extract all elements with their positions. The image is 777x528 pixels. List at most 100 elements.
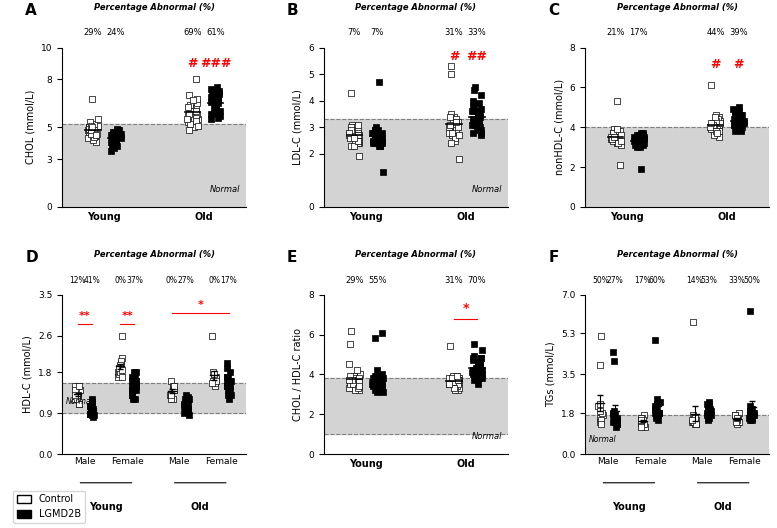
Point (472, 358, 484, 366)
Point (212, 99, 225, 108)
Text: *: * (462, 303, 469, 315)
Point (212, 87, 225, 95)
Point (207, 377, 219, 385)
Point (702, 416, 714, 424)
Point (184, 106, 197, 114)
Text: C: C (549, 3, 559, 18)
Point (368, 128, 380, 137)
Point (211, 95, 224, 103)
Point (191, 110, 204, 119)
Point (608, 407, 620, 415)
Point (611, 420, 624, 429)
Point (467, 366, 479, 374)
Point (594, 361, 606, 370)
Point (351, 374, 364, 383)
Point (126, 386, 138, 394)
Text: Percentage Abnormal (%): Percentage Abnormal (%) (355, 250, 476, 259)
Point (116, 354, 128, 363)
Point (376, 382, 388, 391)
Point (129, 382, 141, 390)
Point (373, 380, 385, 389)
Point (690, 420, 702, 429)
Point (371, 131, 384, 139)
Point (209, 101, 221, 109)
Point (467, 356, 479, 365)
Point (474, 123, 486, 131)
Point (206, 379, 218, 388)
Point (473, 110, 486, 118)
Point (371, 126, 384, 134)
Point (179, 404, 191, 413)
Point (182, 404, 194, 413)
Point (688, 413, 701, 422)
Point (352, 152, 364, 161)
Point (731, 117, 744, 126)
Point (71, 395, 83, 403)
Point (372, 142, 385, 150)
Point (634, 143, 646, 152)
Point (180, 400, 193, 408)
Point (635, 416, 647, 424)
Point (376, 374, 388, 383)
Point (72, 382, 85, 390)
Point (370, 384, 382, 392)
Point (109, 128, 121, 136)
Point (446, 131, 458, 139)
Point (351, 366, 364, 374)
Point (686, 416, 699, 424)
Point (451, 376, 464, 384)
Point (221, 359, 233, 367)
Point (90, 137, 103, 146)
Point (608, 131, 621, 139)
Point (732, 418, 744, 427)
Point (111, 126, 124, 135)
Point (635, 420, 647, 429)
Point (209, 106, 221, 114)
Point (179, 398, 192, 406)
Point (733, 103, 745, 111)
Point (472, 107, 485, 116)
Point (85, 395, 98, 403)
Point (633, 133, 646, 142)
Point (732, 113, 744, 121)
Point (207, 368, 220, 376)
Point (221, 382, 233, 390)
Point (473, 358, 486, 366)
Point (177, 402, 190, 410)
Point (83, 125, 96, 133)
Text: Percentage Abnormal (%): Percentage Abnormal (%) (94, 250, 214, 259)
Point (638, 133, 650, 142)
Point (85, 121, 97, 130)
Point (127, 368, 140, 376)
Point (688, 413, 700, 422)
Point (731, 413, 744, 422)
Point (472, 110, 484, 118)
Point (474, 360, 486, 369)
Text: 0%: 0% (114, 276, 126, 285)
Point (594, 400, 606, 408)
Point (207, 109, 220, 117)
Point (353, 139, 365, 147)
Point (126, 391, 138, 399)
Point (205, 90, 218, 98)
Text: **: ** (121, 311, 133, 321)
Point (731, 413, 744, 422)
Point (345, 142, 357, 150)
Point (447, 378, 459, 386)
Point (708, 127, 720, 136)
Text: Normal: Normal (211, 185, 241, 194)
Point (472, 120, 485, 129)
Point (376, 128, 388, 137)
Point (353, 386, 365, 394)
Point (116, 365, 128, 374)
Point (472, 366, 485, 374)
Point (346, 120, 358, 129)
Point (346, 126, 358, 134)
Text: 44%: 44% (706, 29, 725, 37)
Point (73, 382, 85, 390)
Point (371, 131, 383, 139)
Point (450, 115, 462, 124)
Point (368, 380, 380, 389)
Point (732, 418, 744, 427)
Point (447, 378, 459, 386)
